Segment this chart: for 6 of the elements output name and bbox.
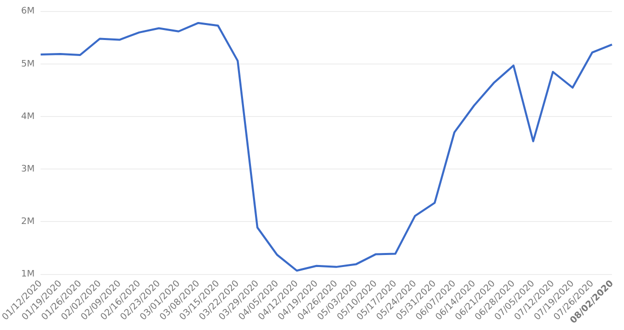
y-tick-label: 1M xyxy=(21,270,35,280)
y-tick-label: 6M xyxy=(21,6,35,17)
y-tick-label: 3M xyxy=(21,164,35,174)
y-tick-label: 5M xyxy=(21,59,35,70)
y-tick-label: 4M xyxy=(21,112,35,122)
y-tick-label: 2M xyxy=(21,217,35,228)
